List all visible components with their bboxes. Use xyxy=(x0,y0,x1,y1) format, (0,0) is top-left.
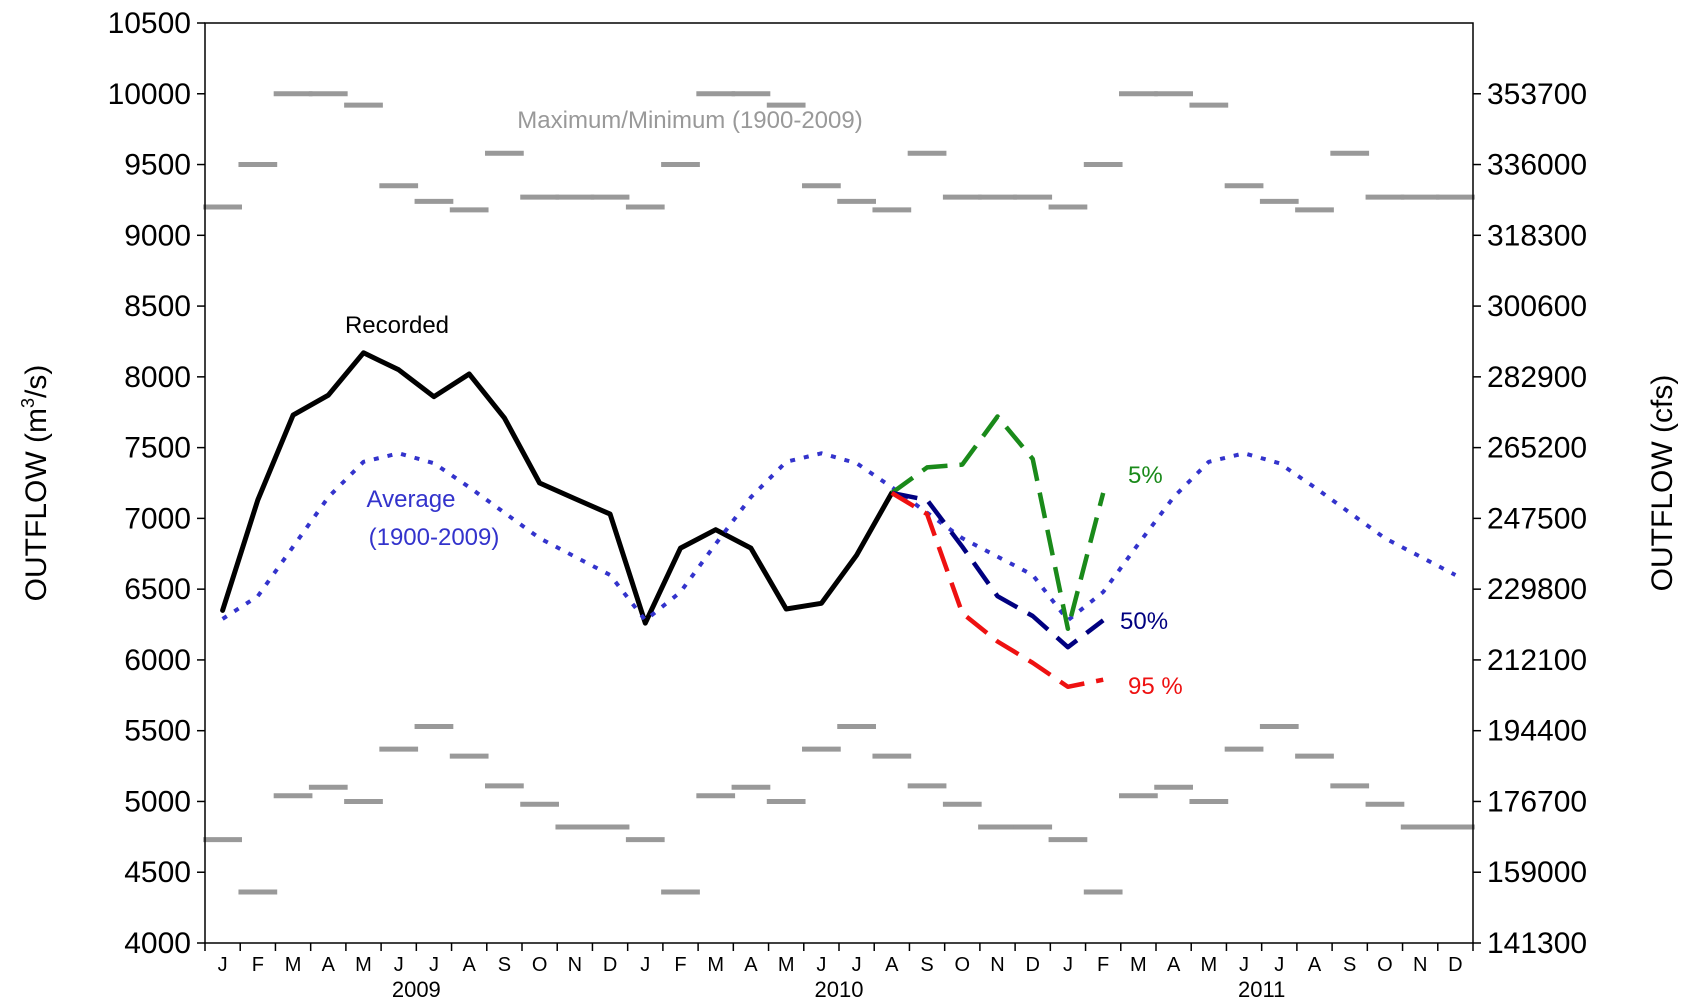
y-left-tick-label-8500: 8500 xyxy=(124,290,191,323)
y-right-tick-label-176700: 176700 xyxy=(1487,785,1587,818)
chart-marks xyxy=(203,91,1475,895)
x-month-label-23: D xyxy=(1025,954,1039,976)
x-month-label-4: M xyxy=(355,954,372,976)
y-right-tick-label-247500: 247500 xyxy=(1487,502,1587,535)
y-right-tick-label-194400: 194400 xyxy=(1487,715,1587,748)
y-axis-title-left: OUTFLOW (m3/s) xyxy=(18,365,53,602)
y-left-tick-label-9500: 9500 xyxy=(124,149,191,182)
series-5-line xyxy=(890,414,1106,632)
y-left-tick-label-7000: 7000 xyxy=(124,502,191,535)
annotation-50-percent: 50% xyxy=(1120,608,1168,635)
series-average-1900-2009-line xyxy=(221,451,1457,623)
y-left-tick-label-5500: 5500 xyxy=(124,715,191,748)
series-95-line xyxy=(890,490,1104,690)
x-month-label-32: S xyxy=(1343,954,1356,976)
annotation-maxmin: Maximum/Minimum (1900-2009) xyxy=(517,107,862,134)
x-month-label-10: N xyxy=(568,954,582,976)
annotation-5-percent: 5% xyxy=(1128,462,1163,489)
x-year-label-2010: 2010 xyxy=(815,977,864,1002)
y-right-tick-label-336000: 336000 xyxy=(1487,149,1587,182)
x-month-label-18: J xyxy=(852,954,862,976)
y-right-tick-label-300600: 300600 xyxy=(1487,290,1587,323)
x-month-label-28: M xyxy=(1200,954,1217,976)
x-month-label-14: M xyxy=(707,954,724,976)
y-left-tick-label-6500: 6500 xyxy=(124,573,191,606)
chart-axes: 4000 4500 5000 5500 6000 6500 7000 7500 8000 8500… xyxy=(108,7,1588,1002)
x-month-label-27: A xyxy=(1167,954,1181,976)
x-month-label-3: A xyxy=(322,954,336,976)
x-month-label-25: F xyxy=(1097,954,1109,976)
x-month-label-26: M xyxy=(1130,954,1147,976)
annotation-average: Average xyxy=(367,486,456,513)
x-month-label-20: S xyxy=(920,954,933,976)
x-month-label-16: M xyxy=(778,954,795,976)
y-right-tick-label-353700: 353700 xyxy=(1487,78,1587,111)
series-50-line xyxy=(891,490,1105,650)
y-right-tick-label-229800: 229800 xyxy=(1487,573,1587,606)
annotation-recorded: Recorded xyxy=(345,312,449,339)
y-left-tick-label-4500: 4500 xyxy=(124,856,191,889)
x-month-label-21: O xyxy=(954,954,970,976)
y-left-tick-label-8000: 8000 xyxy=(124,361,191,394)
y-right-tick-label-318300: 318300 xyxy=(1487,219,1587,252)
x-month-label-11: D xyxy=(603,954,617,976)
annotation-95-percent: 95 % xyxy=(1128,673,1183,700)
y-left-tick-label-6000: 6000 xyxy=(124,644,191,677)
x-month-label-30: J xyxy=(1274,954,1284,976)
y-left-tick-label-7500: 7500 xyxy=(124,432,191,465)
x-year-label-2011: 2011 xyxy=(1238,977,1285,1002)
x-month-label-34: N xyxy=(1413,954,1427,976)
x-month-label-19: A xyxy=(885,954,899,976)
y-axis-title-left-tail: /s) xyxy=(20,365,53,398)
y-left-tick-label-9000: 9000 xyxy=(124,219,191,252)
y-right-tick-label-141300: 141300 xyxy=(1487,927,1587,960)
x-month-label-9: O xyxy=(532,954,548,976)
y-left-tick-label-10500: 10500 xyxy=(108,7,191,40)
y-left-tick-label-10000: 10000 xyxy=(108,78,191,111)
plot-frame xyxy=(204,22,1474,944)
y-axis-title-left-main: OUTFLOW (m xyxy=(20,408,53,601)
x-month-label-33: O xyxy=(1377,954,1393,976)
y-left-tick-label-4000: 4000 xyxy=(124,927,191,960)
x-month-label-1: F xyxy=(252,954,264,976)
y-right-tick-label-282900: 282900 xyxy=(1487,361,1587,394)
x-month-label-7: A xyxy=(462,954,476,976)
x-month-label-13: F xyxy=(674,954,686,976)
series-recorded-line xyxy=(220,350,895,626)
x-month-label-22: N xyxy=(990,954,1004,976)
y-left-tick-label-5000: 5000 xyxy=(124,785,191,818)
y-right-tick-label-159000: 159000 xyxy=(1487,856,1587,889)
x-year-label-2009: 2009 xyxy=(392,977,441,1002)
x-month-label-31: A xyxy=(1308,954,1322,976)
x-month-label-15: A xyxy=(744,954,758,976)
x-month-label-8: S xyxy=(498,954,511,976)
x-month-label-5: J xyxy=(394,954,404,976)
y-axis-title-left-superscript: 3 xyxy=(18,398,38,408)
x-month-label-0: J xyxy=(218,954,228,976)
x-month-label-12: J xyxy=(640,954,650,976)
x-month-label-24: J xyxy=(1063,954,1073,976)
x-month-label-29: J xyxy=(1239,954,1249,976)
x-month-label-35: D xyxy=(1448,954,1462,976)
x-month-label-2: M xyxy=(285,954,302,976)
y-right-tick-label-212100: 212100 xyxy=(1487,644,1587,677)
y-axis-title-right: OUTFLOW (cfs) xyxy=(1646,375,1679,592)
x-month-label-6: J xyxy=(429,954,439,976)
y-right-tick-label-265200: 265200 xyxy=(1487,432,1587,465)
annotation-average-period: (1900-2009) xyxy=(369,524,500,551)
x-month-label-17: J xyxy=(816,954,826,976)
